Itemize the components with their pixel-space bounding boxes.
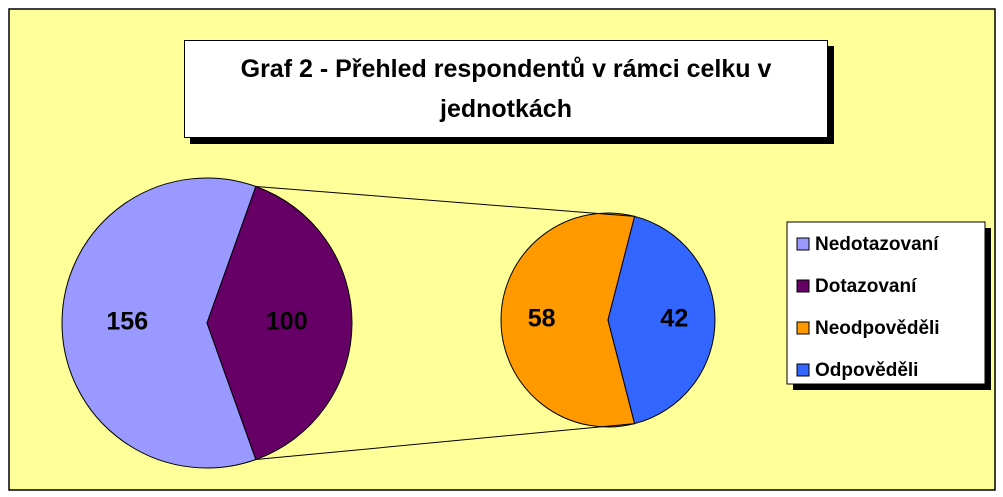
legend-swatch (796, 237, 810, 251)
data-label: 100 (266, 308, 308, 336)
chart-title: Graf 2 - Přehled respondentů v rámci cel… (184, 40, 828, 138)
legend-label: Dotazovaní (815, 276, 917, 297)
legend-box (786, 221, 986, 385)
legend-swatch (796, 279, 810, 293)
pie-slice (500, 212, 636, 428)
legend-swatch (796, 321, 810, 335)
pie-slice (206, 185, 353, 461)
data-label: 42 (660, 305, 688, 333)
connector-line (255, 423, 635, 461)
connector-line (255, 185, 635, 217)
data-label: 156 (106, 308, 148, 336)
legend-label: Odpověděli (815, 360, 918, 381)
legend-label: Neodpověděli (815, 318, 940, 339)
legend-swatch (796, 363, 810, 377)
pie-slice (61, 177, 257, 469)
legend-label: Nedotazovaní (815, 234, 939, 255)
data-label: 58 (528, 305, 556, 333)
pie-slice (607, 215, 716, 425)
